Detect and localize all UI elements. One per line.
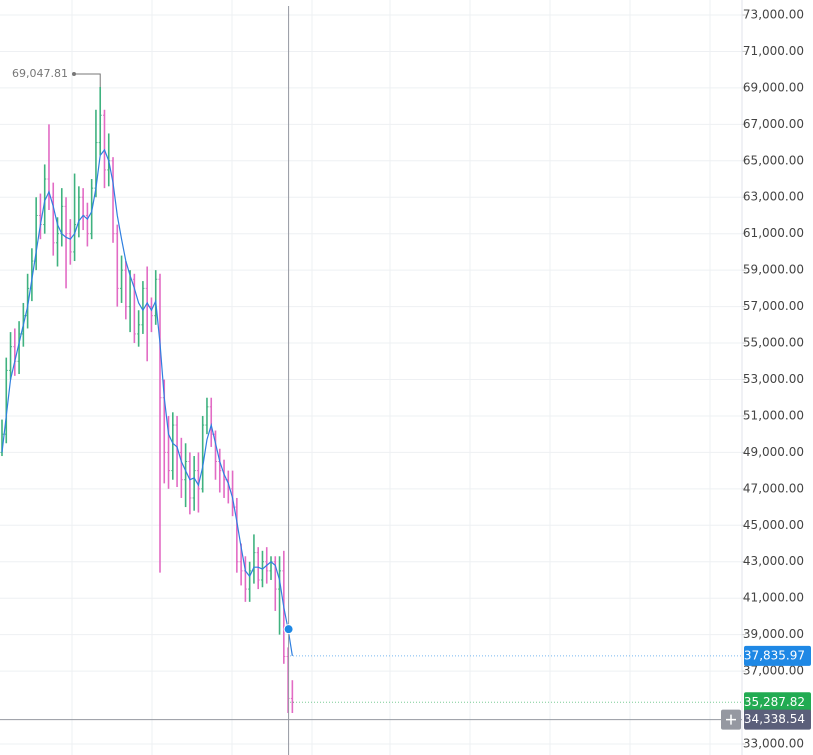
ma-price-label: 37,835.97 <box>744 648 805 662</box>
y-tick-label: 47,000.00 <box>743 481 804 495</box>
ma-price-box <box>744 645 811 666</box>
y-tick-label: 49,000.00 <box>743 445 804 459</box>
y-tick-label: 59,000.00 <box>743 263 804 277</box>
y-tick-label: 71,000.00 <box>743 44 804 58</box>
y-tick-label: 39,000.00 <box>743 627 804 641</box>
high-dot <box>72 72 76 77</box>
y-tick-label: 45,000.00 <box>743 518 804 532</box>
crosshair-box <box>744 709 811 730</box>
y-tick-label: 73,000.00 <box>743 7 804 21</box>
y-tick-label: 41,000.00 <box>743 591 804 605</box>
crosshair-dot <box>283 624 294 635</box>
y-tick-label: 69,000.00 <box>743 80 804 94</box>
add-button-icon <box>726 714 736 725</box>
moving-average <box>1 148 293 656</box>
add-button[interactable] <box>721 709 741 730</box>
y-tick-label: 43,000.00 <box>743 554 804 568</box>
y-tick-label: 33,000.00 <box>743 736 804 750</box>
y-tick-label: 51,000.00 <box>743 408 804 422</box>
last-price-label: 35,287.82 <box>744 695 805 709</box>
y-tick-label: 55,000.00 <box>743 336 804 350</box>
y-tick-label: 53,000.00 <box>743 372 804 386</box>
y-tick-label: 63,000.00 <box>743 190 804 204</box>
y-tick-label: 57,000.00 <box>743 299 804 313</box>
high-label: 69,047.81 <box>12 67 68 80</box>
y-tick-label: 61,000.00 <box>743 226 804 240</box>
y-tick-label: 65,000.00 <box>743 153 804 167</box>
y-tick-label: 37,000.00 <box>743 664 804 678</box>
high-marker <box>74 73 101 88</box>
last-price-box <box>744 692 811 713</box>
crosshair-label: 34,338.54 <box>744 712 805 726</box>
y-tick-label: 67,000.00 <box>743 117 804 131</box>
